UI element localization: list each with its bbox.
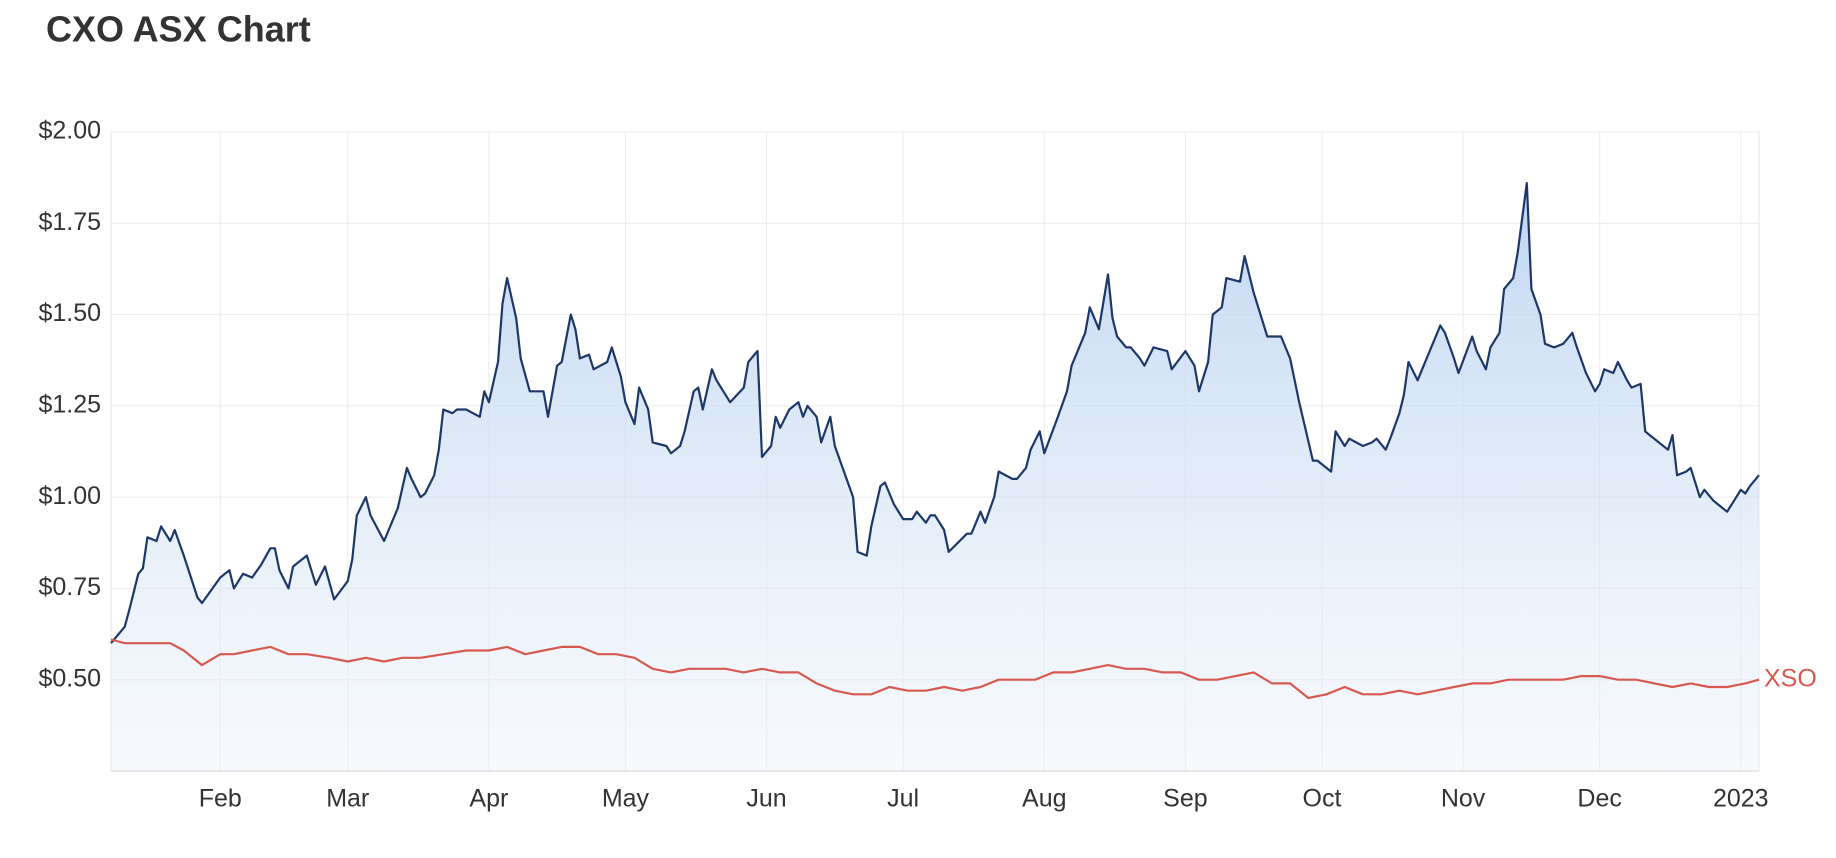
line <box>110 638 1760 700</box>
y-tick-label: $0.75 <box>38 573 101 601</box>
y-tick-label: $2.00 <box>38 117 101 145</box>
x-tick-label: Feb <box>199 785 242 813</box>
x-tick-label: Aug <box>1022 785 1066 813</box>
x-tick-label: May <box>602 785 650 813</box>
y-tick-label: $1.25 <box>38 390 101 418</box>
x-tick-label: Apr <box>469 785 508 813</box>
x-tick-label: 2023 <box>1713 785 1769 813</box>
y-tick-label: $1.50 <box>38 299 101 327</box>
chart-title: CXO ASX Chart <box>46 9 311 50</box>
series-label: XSO <box>1764 664 1817 692</box>
y-tick-label: $0.50 <box>38 664 101 692</box>
x-tick-label: Nov <box>1441 785 1486 813</box>
x-tick-label: Sep <box>1163 785 1207 813</box>
x-tick-label: Dec <box>1577 785 1621 813</box>
x-tick-label: Mar <box>326 785 369 813</box>
x-tick-label: Oct <box>1303 785 1342 813</box>
y-tick-label: $1.75 <box>38 208 101 236</box>
x-tick-label: Jul <box>887 785 919 813</box>
area <box>111 183 1759 772</box>
x-tick-label: Jun <box>746 785 786 813</box>
line <box>110 182 1760 644</box>
y-tick-label: $1.00 <box>38 482 101 510</box>
